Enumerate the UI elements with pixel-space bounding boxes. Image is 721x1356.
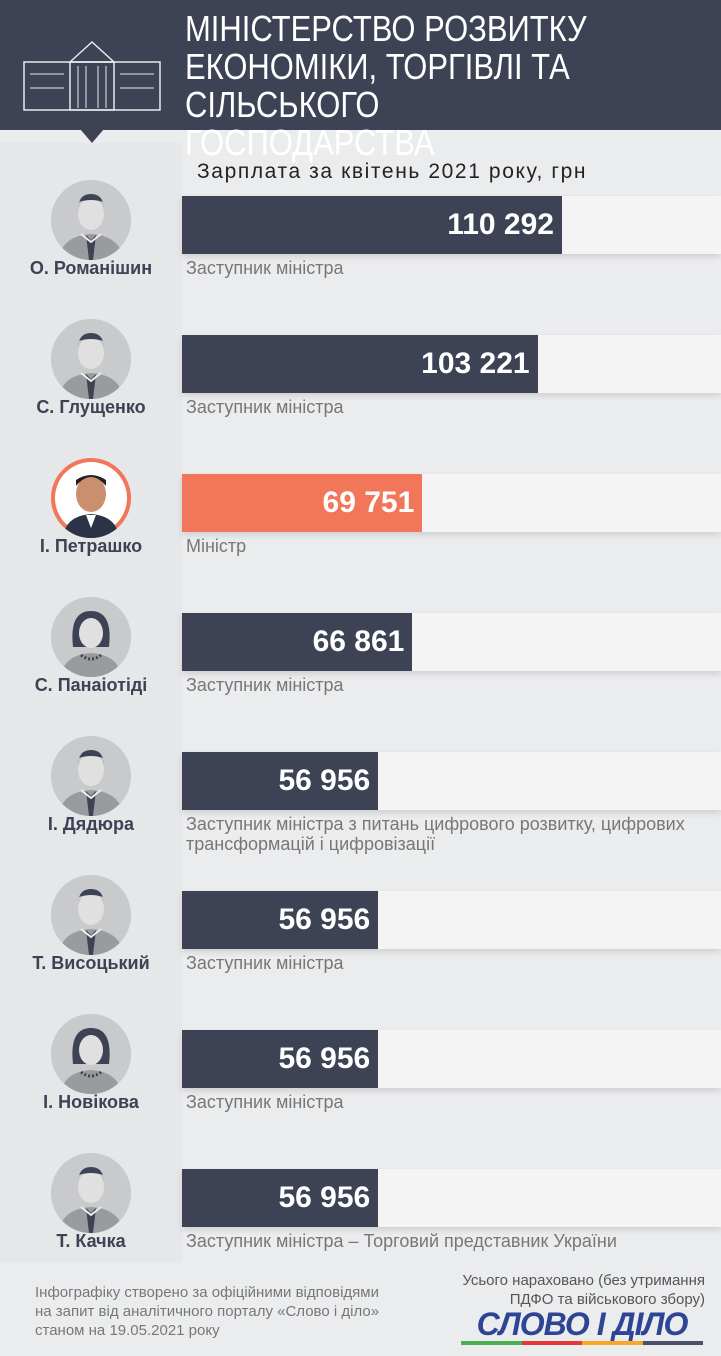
- ministry-building-icon: [23, 40, 161, 111]
- bar: 110 292: [182, 196, 562, 254]
- logo-text: СЛОВО І ДІЛО: [476, 1306, 689, 1342]
- person-role: Заступник міністра: [186, 953, 344, 973]
- logo-stripe-segment: [521, 1341, 582, 1345]
- avatar-icon: [51, 736, 131, 816]
- chart-row: 110 292 О. Романішин Заступник міністра: [0, 180, 721, 335]
- header: Міністерство розвитку економіки, торгівл…: [0, 0, 721, 162]
- person-role: Міністр: [186, 536, 247, 556]
- avatar-icon: [51, 458, 131, 538]
- bar-value-label: 110 292: [447, 208, 554, 241]
- person-name: С. Панаіотіді: [34, 675, 148, 695]
- total-note: Усього нараховано (без утримання ПДФО та…: [462, 1272, 705, 1308]
- logo-stripe-segment: [582, 1341, 643, 1345]
- bar-value-label: 56 956: [278, 764, 371, 797]
- avatar-icon: [51, 1014, 131, 1094]
- bar-value-label: 56 956: [278, 1042, 371, 1075]
- avatar-icon: [51, 180, 131, 260]
- bar: 56 956: [182, 1030, 379, 1088]
- person-role: Заступник міністра з питань цифрового ро…: [186, 814, 685, 854]
- bar-value-label: 56 956: [278, 903, 371, 936]
- logo-stripe-segment: [461, 1341, 522, 1345]
- avatar-icon: [51, 597, 131, 677]
- person-name: Т. Качка: [56, 1231, 126, 1251]
- avatar-icon: [51, 875, 131, 955]
- logo: СЛОВО І ДІЛО: [461, 1307, 703, 1345]
- bar: 56 956: [182, 891, 379, 949]
- chart-title: Зарплата за квітень 2021 року, грн: [197, 160, 588, 183]
- bar-value-label: 66 861: [312, 625, 405, 658]
- bar: 66 861: [182, 613, 413, 671]
- chart-row: 103 221 С. Глущенко Заступник міністра: [0, 319, 721, 474]
- avatar-icon: [51, 319, 131, 399]
- page-title: Міністерство розвитку економіки, торгівл…: [185, 8, 587, 163]
- bar: 56 956: [182, 1169, 379, 1227]
- person-name: І. Новікова: [43, 1092, 139, 1112]
- person-role: Заступник міністра: [186, 675, 344, 695]
- chart-row: 66 861 С. Панаіотіді Заступник міністра: [0, 597, 721, 752]
- bar: 69 751: [182, 474, 423, 532]
- logo-stripe: [461, 1341, 703, 1345]
- chart-row: 56 956 Т. Висоцький Заступник міністра: [0, 875, 721, 1030]
- bar-value-label: 69 751: [322, 486, 415, 519]
- person-role: Заступник міністра: [186, 1092, 344, 1112]
- bar-value-label: 56 956: [278, 1181, 371, 1214]
- header-pointer: [80, 129, 104, 143]
- person-role: Заступник міністра: [186, 258, 344, 278]
- bar-value-label: 103 221: [421, 347, 530, 380]
- chart-row: 56 956 І. Дядюра Заступник міністра з пи…: [0, 736, 721, 891]
- person-name: Т. Висоцький: [32, 953, 150, 973]
- person-role: Заступник міністра: [186, 397, 344, 417]
- person-name: І. Петрашко: [39, 536, 143, 556]
- chart-row: 56 956 І. Новікова Заступник міністра: [0, 1014, 721, 1169]
- bar: 103 221: [182, 335, 538, 393]
- avatar-icon: [51, 1153, 131, 1233]
- logo-stripe-segment: [642, 1341, 703, 1345]
- source-note: Інфографіку створено за офіційними відпо…: [35, 1284, 380, 1339]
- bar: 56 956: [182, 752, 379, 810]
- chart-row: 69 751 І. Петрашко Міністр: [0, 458, 721, 613]
- chart-row: 56 956 Т. Качка Заступник міністра – Тор…: [0, 1153, 721, 1308]
- person-name: І. Дядюра: [47, 814, 135, 834]
- person-name: О. Романішин: [29, 258, 153, 278]
- person-name: С. Глущенко: [36, 397, 146, 417]
- person-role: Заступник міністра – Торговий представни…: [186, 1231, 617, 1251]
